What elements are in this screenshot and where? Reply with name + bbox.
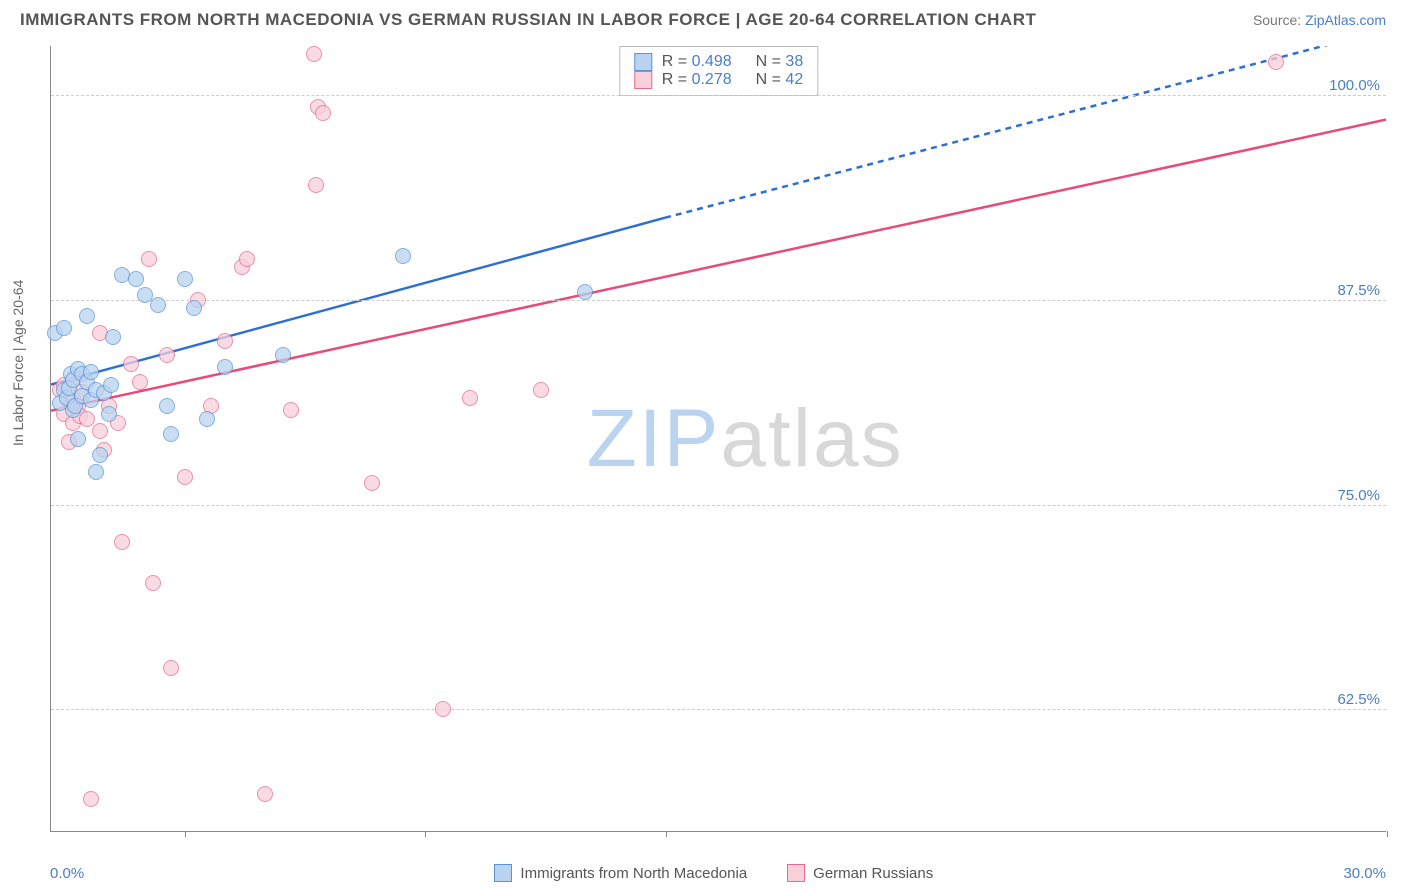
r-stat-a: R = 0.498 — [662, 53, 732, 71]
data-point — [70, 431, 86, 447]
data-point — [163, 660, 179, 676]
watermark-part-a: ZIP — [587, 393, 721, 484]
x-min-label: 0.0% — [50, 865, 84, 882]
watermark: ZIPatlas — [587, 392, 904, 486]
data-point — [92, 423, 108, 439]
y-tick-label: 62.5% — [1337, 691, 1386, 708]
data-point — [533, 382, 549, 398]
correlation-legend: R = 0.498 N = 38 R = 0.278 N = 42 — [619, 46, 818, 96]
data-point — [88, 464, 104, 480]
data-point — [177, 469, 193, 485]
gridline — [51, 505, 1386, 506]
x-tick — [1387, 831, 1388, 837]
x-max-label: 30.0% — [1343, 865, 1386, 882]
data-point — [123, 356, 139, 372]
data-point — [141, 251, 157, 267]
data-point — [114, 534, 130, 550]
data-point — [128, 271, 144, 287]
y-tick-label: 75.0% — [1337, 487, 1386, 504]
data-point — [56, 320, 72, 336]
source-attribution: Source: ZipAtlas.com — [1253, 12, 1386, 28]
data-point — [186, 300, 202, 316]
x-tick — [185, 831, 186, 837]
n-stat-a: N = 38 — [756, 53, 804, 71]
trend-lines — [51, 46, 1386, 831]
data-point — [435, 701, 451, 717]
watermark-part-b: atlas — [720, 393, 903, 484]
data-point — [101, 406, 117, 422]
swatch-series-b — [634, 71, 652, 89]
data-point — [132, 374, 148, 390]
data-point — [315, 105, 331, 121]
data-point — [92, 447, 108, 463]
y-tick-label: 100.0% — [1329, 77, 1386, 94]
scatter-chart: ZIPatlas R = 0.498 N = 38 R = 0.278 N = … — [50, 46, 1386, 832]
data-point — [275, 347, 291, 363]
data-point — [79, 411, 95, 427]
chart-header: IMMIGRANTS FROM NORTH MACEDONIA VS GERMA… — [0, 0, 1406, 38]
r-stat-b: R = 0.278 — [662, 71, 732, 89]
data-point — [103, 377, 119, 393]
legend-item-b: German Russians — [787, 864, 933, 882]
n-stat-b: N = 42 — [756, 71, 804, 89]
data-point — [177, 271, 193, 287]
data-point — [150, 297, 166, 313]
legend-label-a: Immigrants from North Macedonia — [520, 865, 747, 882]
y-tick-label: 87.5% — [1337, 282, 1386, 299]
gridline — [51, 300, 1386, 301]
x-tick — [666, 831, 667, 837]
data-point — [79, 308, 95, 324]
data-point — [239, 251, 255, 267]
data-point — [83, 791, 99, 807]
data-point — [199, 411, 215, 427]
data-point — [105, 329, 121, 345]
data-point — [364, 475, 380, 491]
data-point — [308, 177, 324, 193]
swatch-a-icon — [494, 864, 512, 882]
bottom-bar: 0.0% Immigrants from North Macedonia Ger… — [50, 864, 1386, 882]
chart-title: IMMIGRANTS FROM NORTH MACEDONIA VS GERMA… — [20, 10, 1036, 30]
swatch-series-a — [634, 53, 652, 71]
data-point — [159, 398, 175, 414]
gridline — [51, 709, 1386, 710]
data-point — [159, 347, 175, 363]
data-point — [217, 333, 233, 349]
gridline — [51, 95, 1386, 96]
legend-item-a: Immigrants from North Macedonia — [494, 864, 747, 882]
data-point — [395, 248, 411, 264]
source-link[interactable]: ZipAtlas.com — [1305, 12, 1386, 28]
data-point — [283, 402, 299, 418]
data-point — [462, 390, 478, 406]
legend-row-a: R = 0.498 N = 38 — [634, 53, 803, 71]
swatch-b-icon — [787, 864, 805, 882]
y-axis-label: In Labor Force | Age 20-64 — [10, 280, 26, 446]
data-point — [217, 359, 233, 375]
legend-label-b: German Russians — [813, 865, 933, 882]
data-point — [306, 46, 322, 62]
data-point — [257, 786, 273, 802]
source-prefix: Source: — [1253, 12, 1305, 28]
data-point — [163, 426, 179, 442]
data-point — [1268, 54, 1284, 70]
data-point — [83, 364, 99, 380]
x-tick — [425, 831, 426, 837]
series-legend: Immigrants from North Macedonia German R… — [494, 864, 933, 882]
legend-row-b: R = 0.278 N = 42 — [634, 71, 803, 89]
data-point — [577, 284, 593, 300]
data-point — [145, 575, 161, 591]
